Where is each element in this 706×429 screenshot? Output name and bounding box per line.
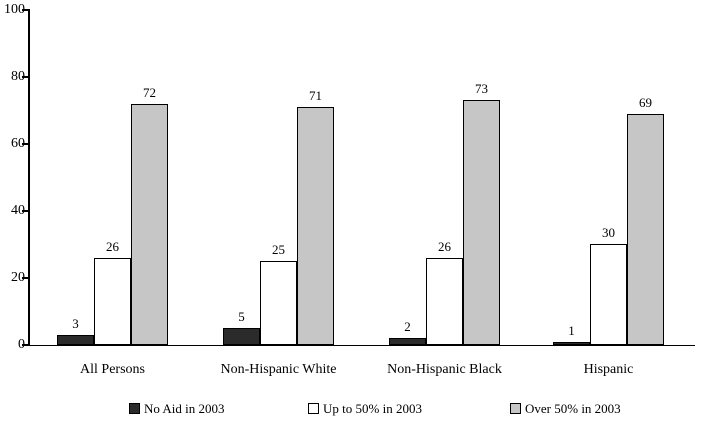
- y-axis-tick-label: 0: [0, 337, 25, 353]
- bar-up-to-50-in-2003-non-hispanic-black: [426, 258, 463, 345]
- legend-item: Over 50% in 2003: [510, 401, 621, 416]
- y-axis-tick-mark: [22, 277, 28, 279]
- bar-value-label: 2: [404, 319, 411, 334]
- bar-value-label: 5: [238, 309, 245, 324]
- y-axis-tick-label: 20: [11, 270, 25, 285]
- bar-value-label: 69: [639, 95, 652, 110]
- y-axis-tick-label: 100: [4, 2, 25, 17]
- y-axis-tick-label: 80: [11, 69, 25, 84]
- x-axis-line: [28, 344, 695, 346]
- bar-no-aid-in-2003-all-persons: [57, 335, 94, 345]
- y-axis-tick-mark: [22, 76, 28, 78]
- y-axis-tick-mark: [22, 210, 28, 212]
- y-axis-line: [28, 9, 30, 346]
- y-axis-tick-label: 40: [11, 203, 25, 218]
- bar-no-aid-in-2003-non-hispanic-black: [389, 338, 426, 345]
- bar-value-label: 71: [309, 88, 322, 103]
- legend-label: Up to 50% in 2003: [323, 401, 422, 416]
- bar-up-to-50-in-2003-hispanic: [590, 244, 627, 345]
- bar-value-label: 73: [475, 81, 488, 96]
- category-axis-labels: All Persons Non-Hispanic White Non-Hispa…: [0, 361, 706, 379]
- bar-over-50-in-2003-hispanic: [627, 114, 664, 345]
- y-axis-tick-mark: [22, 143, 28, 145]
- bar-value-label: 72: [143, 85, 156, 100]
- legend-item: No Aid in 2003: [129, 401, 225, 416]
- legend: No Aid in 2003 Up to 50% in 2003 Over 50…: [0, 401, 706, 419]
- legend-swatch-up-to-50-icon: [308, 403, 319, 414]
- bar-value-label: 3: [72, 316, 79, 331]
- bar-value-label: 26: [106, 239, 119, 254]
- bar-value-label: 30: [602, 225, 615, 240]
- bar-value-label: 26: [438, 239, 451, 254]
- category-label: All Persons: [80, 362, 145, 377]
- y-axis-tick-mark: [22, 344, 28, 346]
- y-axis-tick-mark: [22, 9, 28, 11]
- bar-no-aid-in-2003-hispanic: [553, 342, 590, 345]
- bar-up-to-50-in-2003-non-hispanic-white: [260, 261, 297, 345]
- legend-item: Up to 50% in 2003: [308, 401, 422, 416]
- bar-no-aid-in-2003-non-hispanic-white: [223, 328, 260, 345]
- legend-label: No Aid in 2003: [144, 401, 225, 416]
- category-label: Hispanic: [583, 362, 634, 377]
- bar-value-label: 25: [272, 242, 285, 257]
- bar-up-to-50-in-2003-all-persons: [94, 258, 131, 345]
- bar-over-50-in-2003-non-hispanic-white: [297, 107, 334, 345]
- legend-label: Over 50% in 2003: [525, 401, 621, 416]
- category-label: Non-Hispanic Black: [387, 362, 502, 377]
- y-axis-tick-label: 60: [11, 136, 25, 151]
- legend-swatch-over-50-icon: [510, 403, 521, 414]
- bar-value-label: 1: [568, 323, 575, 338]
- bar-over-50-in-2003-all-persons: [131, 104, 168, 345]
- legend-swatch-no-aid-icon: [129, 403, 140, 414]
- bar-over-50-in-2003-non-hispanic-black: [463, 100, 500, 345]
- category-label: Non-Hispanic White: [220, 362, 337, 377]
